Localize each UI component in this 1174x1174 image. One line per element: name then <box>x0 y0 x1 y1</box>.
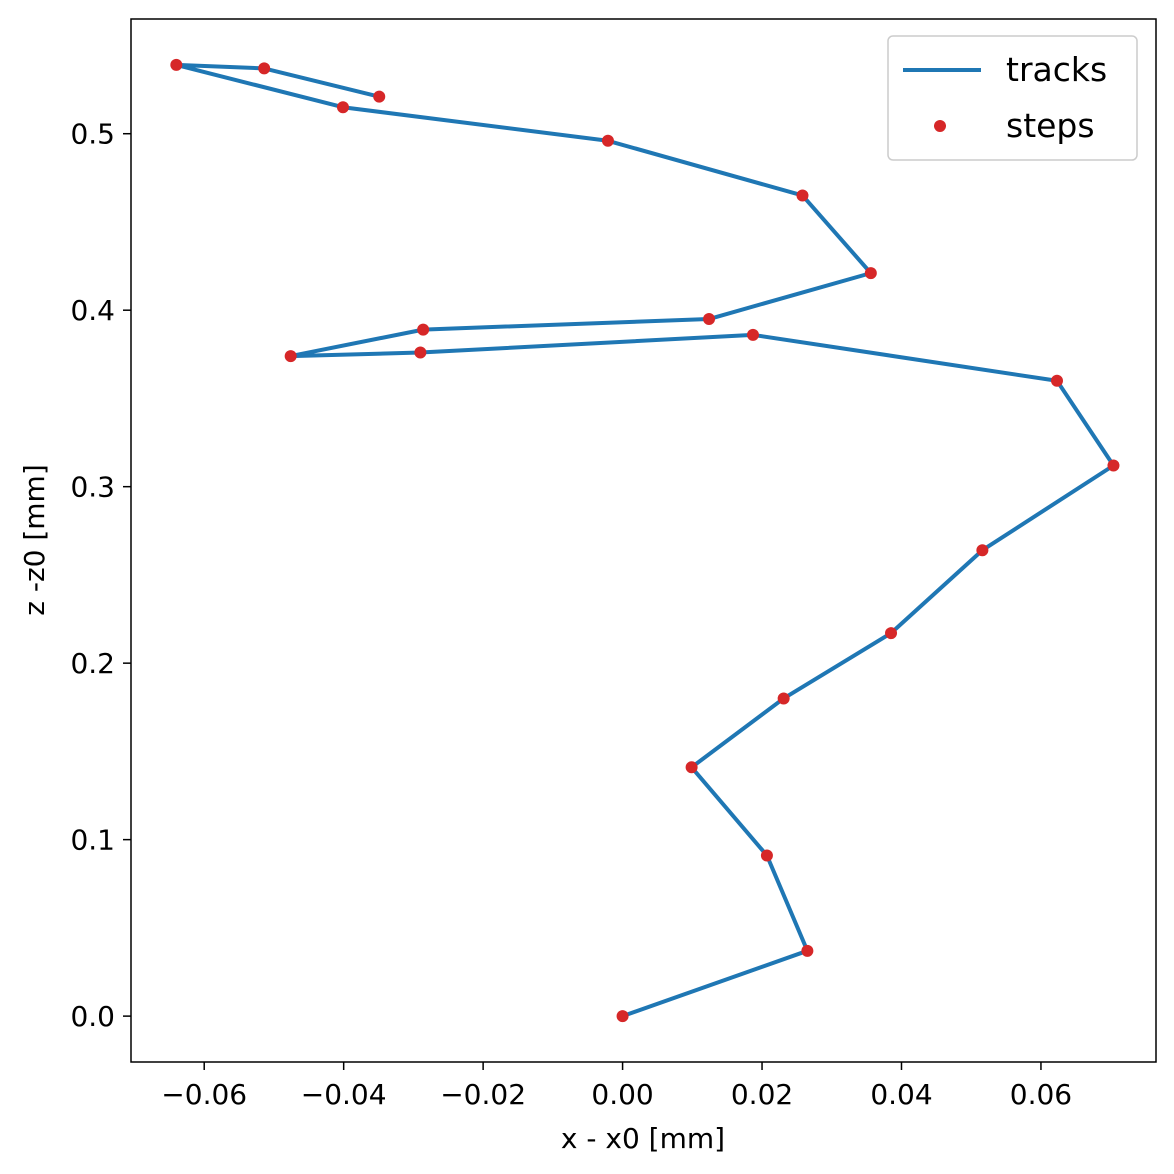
x-tick-label: −0.06 <box>161 1078 247 1111</box>
x-tick-label: 0.00 <box>591 1078 653 1111</box>
step-point <box>760 849 773 862</box>
plot-frame <box>130 18 1157 1063</box>
y-tick-label: 0.1 <box>70 824 115 857</box>
step-point <box>373 90 386 103</box>
legend-tracks-label: tracks <box>1006 50 1107 89</box>
y-axis: 0.0 0.1 0.2 0.3 0.4 0.5 <box>70 118 131 1033</box>
step-point <box>616 1010 629 1023</box>
step-point <box>885 627 898 640</box>
step-point <box>864 267 877 280</box>
step-point <box>1050 374 1063 387</box>
step-point <box>796 189 809 202</box>
x-tick-label: 0.04 <box>870 1078 932 1111</box>
y-tick-label: 0.0 <box>70 1000 115 1033</box>
step-point <box>1107 459 1120 472</box>
plot-background <box>131 19 1156 1062</box>
step-point <box>284 350 297 363</box>
step-point <box>336 101 349 114</box>
step-point <box>976 544 989 557</box>
step-point <box>601 134 614 147</box>
y-tick-label: 0.3 <box>70 471 115 504</box>
step-point <box>685 761 698 774</box>
y-tick-label: 0.4 <box>70 294 115 327</box>
x-axis-label: x - x0 [mm] <box>561 1122 725 1155</box>
step-point <box>746 328 759 341</box>
legend-steps-dot <box>934 120 946 132</box>
step-point <box>777 692 790 705</box>
x-tick-label: 0.02 <box>731 1078 793 1111</box>
y-tick-label: 0.2 <box>70 647 115 680</box>
step-point <box>170 58 183 71</box>
x-axis: −0.06 −0.04 −0.02 0.00 0.02 0.04 0.06 <box>161 1062 1072 1111</box>
x-tick-label: −0.02 <box>440 1078 526 1111</box>
x-tick-label: −0.04 <box>301 1078 387 1111</box>
legend: tracks steps <box>887 35 1138 161</box>
plot-layer <box>170 58 1120 1023</box>
x-tick-label: 0.06 <box>1010 1078 1072 1111</box>
y-axis-label: z -z0 [mm] <box>18 464 51 616</box>
step-point <box>703 313 716 326</box>
step-point <box>417 323 430 336</box>
step-point <box>801 944 814 957</box>
step-point <box>414 346 427 359</box>
step-point <box>258 62 271 75</box>
legend-steps-label: steps <box>1006 106 1095 145</box>
y-tick-label: 0.5 <box>70 118 115 151</box>
legend-box <box>887 35 1138 161</box>
